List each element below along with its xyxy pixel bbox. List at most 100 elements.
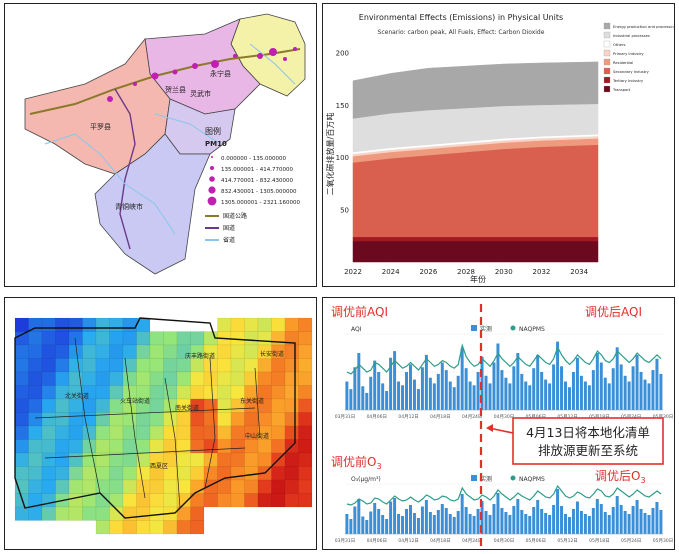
grid-cell [68,466,83,481]
grid-cell [271,385,286,400]
grid-cell [122,371,137,386]
grid-cell [230,452,245,467]
x-tick-label: 05月30日 [653,414,673,420]
grid-cell [95,398,110,413]
bar [504,377,508,410]
grid-cell [41,371,56,386]
area-layer-energy-production-and-processing [352,61,599,119]
street-label-1: 庆丰路街道 [185,352,215,360]
bar [571,372,575,410]
x-tick-label: 2032 [533,268,551,276]
grid-cell [271,398,286,413]
grid-cell [28,385,43,400]
grid-cell [122,439,137,454]
bar [500,508,504,534]
grid-cell [284,493,299,508]
pm10-point [293,47,297,51]
bar [540,372,544,410]
grid-cell [163,385,178,400]
bar [583,381,587,410]
aqi-header-left: 调优前AQI [331,304,388,319]
grid-cell [163,493,178,508]
grid-cell [82,439,97,454]
grid-cell [82,506,97,521]
grid-cell [149,331,164,346]
river-line [44,43,296,235]
grid-cell [244,358,259,373]
grid-cell [244,317,259,332]
bar [488,383,492,410]
grid-cell [244,452,259,467]
grid-cell [149,493,164,508]
bar [353,506,357,534]
legend-class-symbol [210,166,214,170]
grid-cell [149,344,164,359]
region-south [94,133,211,275]
pm10-point [172,69,178,75]
aqi-o3-comparison-panel: 调优前AQI 调优后AQI AQI 实测 NAQPMS 03月31日 04月06日… [322,297,675,550]
bar [361,516,365,534]
grid-cell [298,358,313,373]
grid-cell [271,317,286,332]
x-tick-label: 05月06日 [526,538,546,544]
grid-cell [230,425,245,440]
grid-cell [68,452,83,467]
grid-cell [230,317,245,332]
grid-cell [298,412,313,427]
bar [512,366,516,410]
grid-cell [55,439,70,454]
bar [444,508,448,534]
bar [389,501,393,534]
legend-label: Energy production and processing [613,25,674,29]
bar [409,364,412,410]
x-tick-label: 04月18日 [430,414,450,420]
grid-cell [55,506,70,521]
grid-cell [149,358,164,373]
bar [361,386,365,410]
x-tick-label: 05月18日 [589,414,609,420]
grid-cell [28,331,43,346]
o3-legend: 实测 NAQPMS [471,475,545,483]
bar [416,389,420,410]
grid-cell [284,425,299,440]
bar [397,514,401,534]
bar [571,509,575,534]
grid-cell [163,358,178,373]
grid-cell [284,479,299,494]
bar [643,513,647,534]
grid-emission-map: 庆丰路街道 长安街道 北关街道 东关街道 火车站街道 南关街道 中山街道 西夏区 [14,317,313,535]
national-road-line [114,88,136,250]
bar [607,383,611,410]
bar [631,366,635,410]
bar [524,514,528,534]
grid-cell [163,412,178,427]
grid-cell [176,385,191,400]
grid-cell [136,506,151,521]
bar [460,348,464,410]
chart-subtitle: Scenario: carbon peak, All Fuels, Effect… [378,29,545,36]
x-tick-label: 03月31日 [335,414,355,420]
grid-cell [257,412,272,427]
x-tick-label: 04月12日 [398,538,418,544]
bar [564,514,568,534]
aqi-legend: 实测 NAQPMS [471,325,545,333]
legend-swatch [603,22,611,30]
legend-class-label: 1305.000001 - 2321.160000 [221,200,300,206]
bar [496,493,500,534]
grid-cell [68,412,83,427]
grid-cell [55,412,70,427]
emissions-area-chart-panel: Environmental Effects (Emissions) in Phy… [322,3,675,287]
bar [548,383,552,410]
grid-cell [14,344,29,359]
grid-cell [203,412,218,427]
grid-cell [136,493,151,508]
grid-cell [109,344,124,359]
grid-cell [109,466,124,481]
grid-cell [28,466,43,481]
grid-cell [55,425,70,440]
bar [420,367,424,410]
grid-cell [257,317,272,332]
legend-class-label: 832.430001 - 1305.000000 [221,189,297,195]
bar [381,515,385,534]
grid-cell [230,479,245,494]
